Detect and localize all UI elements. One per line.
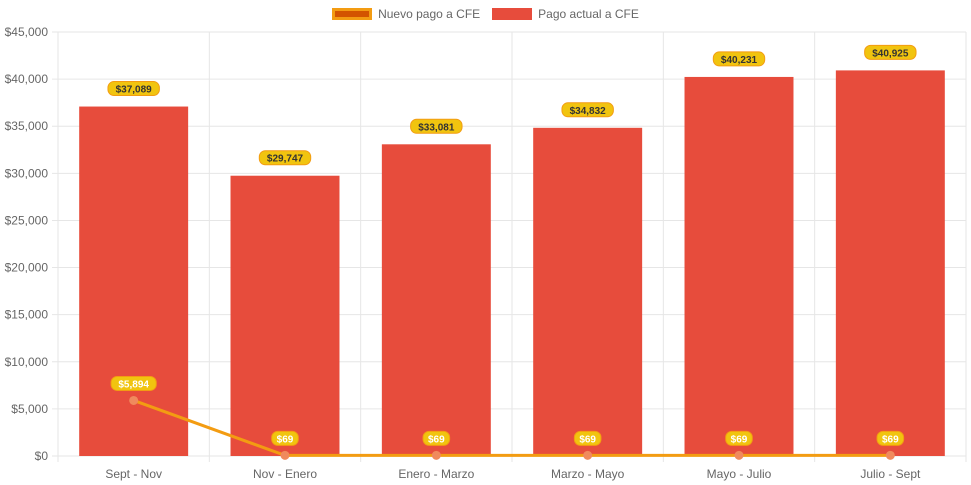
y-tick-label: $15,000	[5, 308, 49, 322]
legend-swatch-bar	[492, 8, 533, 20]
line-data-label-bg	[271, 430, 299, 446]
line-point	[129, 395, 139, 405]
legend: Nuevo pago a CFE Pago actual a CFE	[0, 7, 971, 21]
bar-data-label: $34,832	[570, 106, 607, 117]
bar-data-label-bg	[107, 81, 160, 97]
bar	[381, 144, 491, 456]
line-data-label: $69	[579, 434, 596, 445]
y-tick-label: $45,000	[5, 25, 49, 39]
bar-data-label-bg	[410, 118, 463, 134]
line-data-label-bg	[573, 430, 602, 446]
bar-data-label: $40,231	[721, 55, 758, 66]
line-data-label-bg	[422, 430, 451, 446]
x-tick-label: Marzo - Mayo	[551, 467, 625, 481]
legend-label-nuevo-pago: Nuevo pago a CFE	[378, 7, 481, 21]
line-data-label: $69	[882, 434, 899, 445]
x-tick-label: Nov - Enero	[253, 467, 317, 481]
y-tick-label: $20,000	[5, 261, 49, 275]
y-tick-label: $30,000	[5, 166, 49, 180]
legend-item-pago-actual[interactable]: Pago actual a CFE	[492, 7, 639, 21]
y-tick-label: $25,000	[5, 213, 49, 227]
legend-label-pago-actual: Pago actual a CFE	[538, 7, 639, 21]
y-tick-label: $40,000	[5, 72, 49, 86]
bar	[533, 127, 643, 457]
bar-data-label: $40,925	[872, 48, 909, 59]
line-point	[583, 450, 593, 460]
bar	[835, 70, 945, 456]
bar-data-label-bg	[864, 44, 917, 60]
line-data-label-bg	[876, 430, 905, 446]
line-data-label: $5,894	[118, 379, 149, 390]
line-series	[133, 399, 891, 457]
bar-data-label-bg	[561, 102, 614, 118]
line-data-label-bg	[725, 430, 753, 446]
line-data-label: $69	[428, 434, 445, 445]
line-point	[431, 450, 441, 460]
line-point	[885, 450, 895, 460]
x-tick-label: Sept - Nov	[105, 467, 162, 481]
bar	[230, 175, 340, 456]
bar-data-label-bg	[712, 51, 766, 67]
x-tick-label: Julio - Sept	[860, 467, 921, 481]
y-tick-label: $0	[35, 449, 49, 463]
x-tick-label: Mayo - Julio	[707, 467, 772, 481]
x-tick-label: Enero - Marzo	[398, 467, 474, 481]
bar-data-label: $37,089	[116, 85, 153, 96]
legend-item-nuevo-pago[interactable]: Nuevo pago a CFE	[332, 7, 480, 21]
line-data-label: $69	[731, 434, 748, 445]
line-point	[280, 450, 290, 460]
bar	[684, 76, 794, 457]
y-tick-label: $10,000	[5, 355, 49, 369]
bar-data-label-bg	[258, 150, 312, 166]
line-data-label-bg	[110, 375, 157, 391]
line-data-label: $69	[277, 434, 294, 445]
legend-swatch-line	[332, 8, 373, 20]
bar-data-label: $33,081	[418, 122, 455, 133]
y-tick-label: $5,000	[11, 402, 48, 416]
y-tick-label: $35,000	[5, 119, 49, 133]
line-point	[734, 450, 744, 460]
bar-data-label: $29,747	[267, 154, 304, 165]
